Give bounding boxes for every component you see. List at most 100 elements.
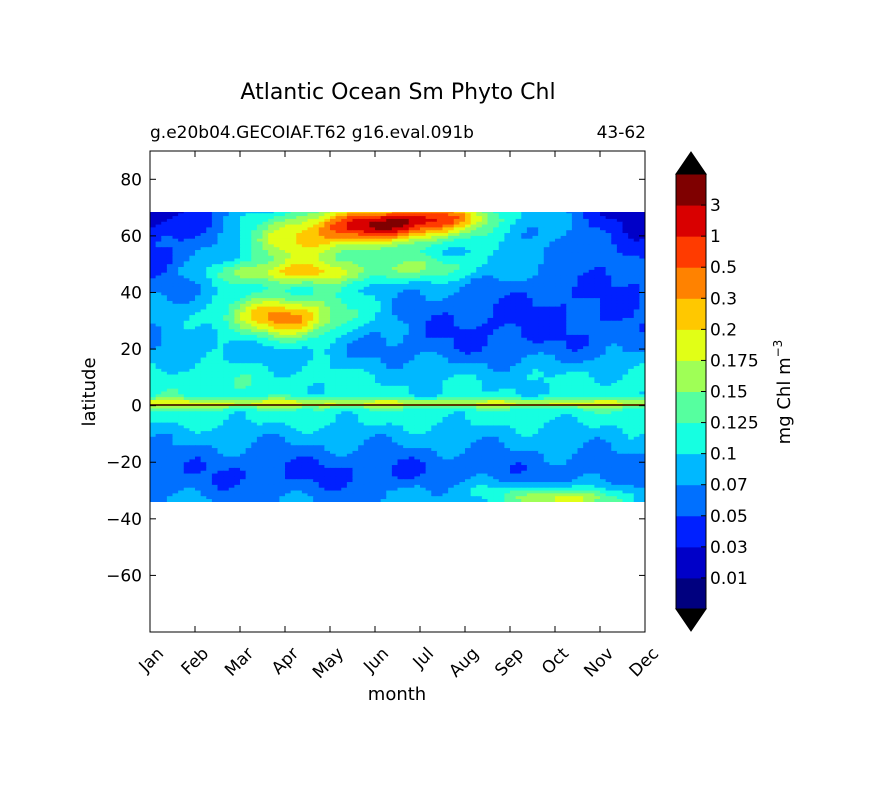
contour-cell <box>285 221 292 226</box>
contour-cell <box>453 283 460 288</box>
contour-cell <box>245 357 252 361</box>
contour-cell <box>493 334 500 339</box>
contour-cell <box>628 334 635 339</box>
contour-cell <box>386 213 393 217</box>
contour-cell <box>358 278 365 282</box>
contour-cell <box>566 295 573 299</box>
contour-cell <box>414 326 421 330</box>
contour-cell <box>633 360 640 364</box>
contour-cell <box>211 261 219 265</box>
contour-cell <box>622 346 629 350</box>
contour-cell <box>622 213 629 217</box>
contour-cell <box>633 323 640 328</box>
contour-cell <box>189 269 196 274</box>
contour-cell <box>211 334 219 339</box>
contour-cell <box>639 281 645 285</box>
contour-cell <box>352 368 359 373</box>
contour-cell <box>301 218 309 223</box>
contour-cell <box>403 272 410 277</box>
contour-cell <box>543 218 550 223</box>
contour-cell <box>408 272 415 277</box>
contour-cell <box>408 289 415 294</box>
contour-cell <box>211 317 219 322</box>
contour-cell <box>538 340 545 344</box>
contour-cell <box>256 292 264 296</box>
contour-cell <box>594 349 601 353</box>
contour-cell <box>470 340 477 344</box>
contour-cell <box>459 292 466 296</box>
contour-cell <box>189 360 196 364</box>
contour-cell <box>549 286 556 291</box>
contour-cell <box>318 272 325 277</box>
contour-cell <box>386 343 393 347</box>
contour-cell <box>470 227 477 231</box>
contour-cell <box>183 346 190 350</box>
contour-cell <box>594 221 601 226</box>
contour-cell <box>510 255 517 260</box>
contour-cell <box>521 315 528 319</box>
contour-cell <box>307 230 314 234</box>
contour-cell <box>476 267 483 271</box>
contour-cell <box>549 329 556 333</box>
contour-cell <box>240 329 247 333</box>
contour-cell <box>431 258 438 262</box>
contour-cell <box>639 244 645 248</box>
contour-cell <box>493 326 500 330</box>
contour-cell <box>611 275 618 279</box>
contour-cell <box>532 252 539 257</box>
contour-cell <box>380 278 387 282</box>
contour-cell <box>318 235 325 240</box>
contour-cell <box>616 247 624 251</box>
contour-cell <box>481 306 489 311</box>
contour-cell <box>560 360 567 364</box>
contour-cell <box>470 283 477 288</box>
contour-cell <box>498 272 505 277</box>
contour-cell <box>301 281 309 285</box>
contour-cell <box>318 238 325 243</box>
contour-cell <box>240 252 247 257</box>
contour-cell <box>397 343 404 347</box>
contour-cell <box>296 326 303 330</box>
contour-cell <box>380 292 387 296</box>
contour-cell <box>234 247 241 251</box>
contour-cell <box>318 258 325 262</box>
contour-cell <box>448 351 455 356</box>
contour-cell <box>448 269 455 274</box>
contour-cell <box>178 329 185 333</box>
contour-cell <box>369 233 376 237</box>
contour-cell <box>262 267 269 271</box>
contour-cell <box>403 227 410 231</box>
contour-cell <box>487 360 494 364</box>
contour-cell <box>240 281 247 285</box>
contour-cell <box>532 233 539 237</box>
contour-cell <box>296 212 303 214</box>
contour-cell <box>498 241 505 245</box>
contour-cell <box>318 320 325 325</box>
contour-cell <box>538 323 545 328</box>
contour-cell <box>628 261 635 265</box>
contour-cell <box>600 286 607 291</box>
contour-cell <box>324 281 331 285</box>
contour-cell <box>414 368 421 373</box>
contour-cell <box>628 258 635 262</box>
contour-cell <box>549 292 556 296</box>
contour-cell <box>616 238 624 243</box>
contour-cell <box>397 247 404 251</box>
contour-cell <box>166 233 174 237</box>
contour-cell <box>425 272 432 277</box>
contour-cell <box>515 323 522 328</box>
contour-cell <box>622 255 629 260</box>
contour-cell <box>397 258 404 262</box>
contour-cell <box>341 216 348 220</box>
contour-cell <box>228 346 235 350</box>
contour-cell <box>532 317 539 322</box>
contour-cell <box>268 303 275 308</box>
contour-cell <box>217 354 224 359</box>
contour-cell <box>397 320 404 325</box>
contour-cell <box>611 349 618 353</box>
contour-cell <box>290 329 297 333</box>
contour-cell <box>335 286 342 291</box>
contour-cell <box>571 267 579 271</box>
contour-cell <box>453 306 460 311</box>
contour-cell <box>256 306 264 311</box>
